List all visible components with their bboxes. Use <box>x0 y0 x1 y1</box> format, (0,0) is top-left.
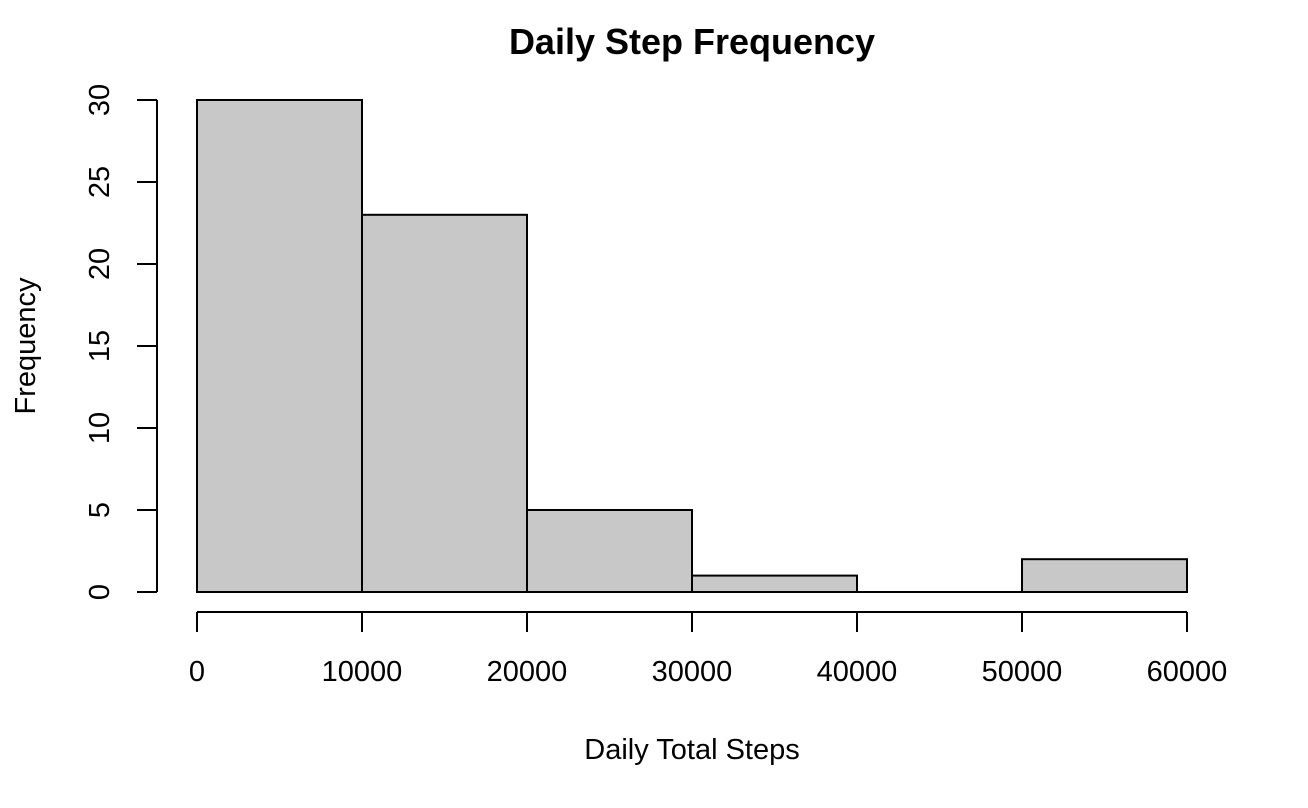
histogram-bar-1 <box>361 213 528 594</box>
y-axis-label: Frequency <box>10 277 42 415</box>
x-tick-label-1: 10000 <box>322 656 403 688</box>
histogram-bar-2 <box>526 509 693 593</box>
y-tick-label-5: 25 <box>84 166 116 198</box>
chart-title: Daily Step Frequency <box>509 21 875 62</box>
histogram-bar-5 <box>1021 558 1188 594</box>
histogram-bar-3 <box>691 574 858 593</box>
y-tick-label-2: 10 <box>84 412 116 444</box>
x-tick-label-6: 60000 <box>1147 656 1228 688</box>
x-tick-label-2: 20000 <box>487 656 568 688</box>
y-tick-label-3: 15 <box>84 330 116 362</box>
y-tick-label-4: 20 <box>84 248 116 280</box>
x-tick-label-4: 40000 <box>817 656 898 688</box>
x-tick-label-0: 0 <box>189 656 205 688</box>
x-axis: 0 10000 20000 30000 40000 50000 60000 <box>189 611 1228 688</box>
histogram-bar-0 <box>196 99 363 593</box>
y-tick-label-6: 30 <box>84 84 116 116</box>
x-axis-label: Daily Total Steps <box>584 734 799 766</box>
y-tick-label-0: 0 <box>84 584 116 600</box>
x-tick-label-5: 50000 <box>982 656 1063 688</box>
x-tick-label-3: 30000 <box>652 656 733 688</box>
y-tick-label-1: 5 <box>84 502 116 518</box>
bars-group <box>196 99 1188 594</box>
y-axis: 0 5 10 15 20 25 30 <box>84 84 158 600</box>
